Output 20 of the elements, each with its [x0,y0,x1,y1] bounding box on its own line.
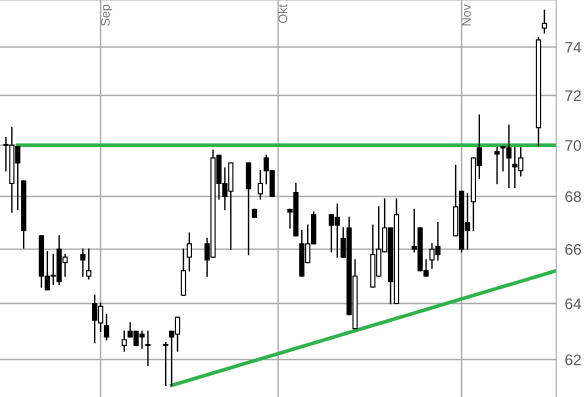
candlestick [86,248,92,280]
candlestick [494,147,500,184]
candlestick [145,330,151,366]
x-tick-label: Nov [462,4,471,26]
y-tick-label: 70 [565,140,581,151]
y-tick-label: 62 [565,354,581,366]
y-tick-label: 72 [565,90,581,102]
x-tick-label: Sep [100,4,112,26]
x-tick-label: Okt [278,4,288,24]
y-tick-label: 66 [565,244,581,255]
y-tick-label: 64 [565,298,582,310]
y-tick-label: 68 [565,191,581,202]
candlestick [542,10,548,34]
candlestick [163,342,168,386]
candlestick [186,232,192,272]
candlestick [104,314,110,340]
candlestick [80,248,86,277]
candlestick [122,330,127,352]
y-tick-label: 74 [565,42,582,53]
candlestick [258,170,263,200]
